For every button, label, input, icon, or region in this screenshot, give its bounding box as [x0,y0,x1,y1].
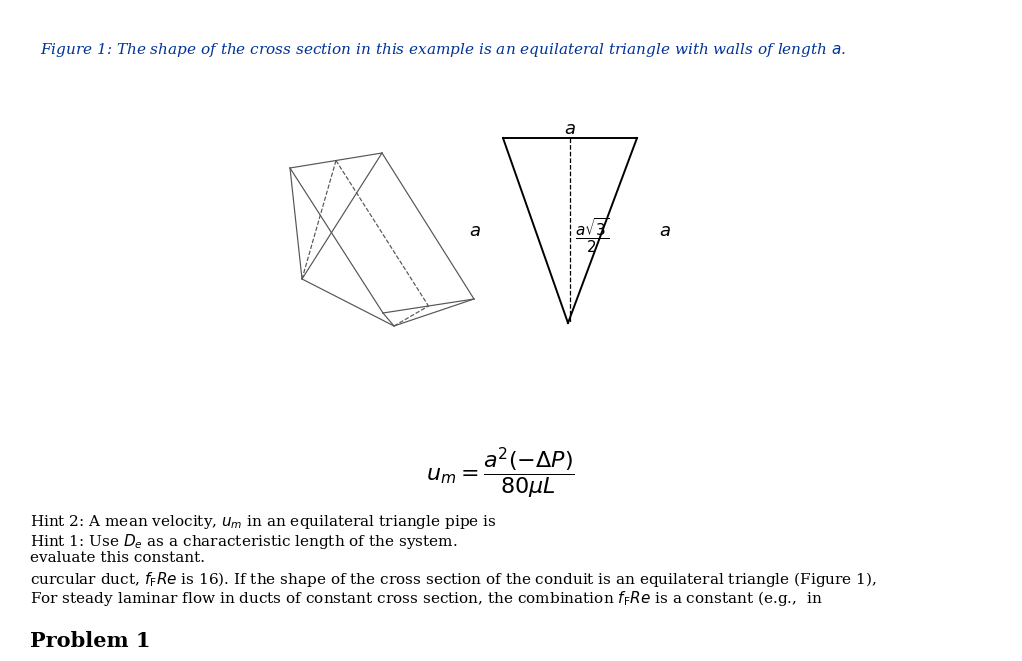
Text: For steady laminar flow in ducts of constant cross section, the combination $f_\: For steady laminar flow in ducts of cons… [30,589,823,608]
Text: Figure 1: The shape of the cross section in this example is an equilateral trian: Figure 1: The shape of the cross section… [40,41,846,59]
Text: Hint 2: A mean velocity, $u_m$ in an equilateral triangle pipe is: Hint 2: A mean velocity, $u_m$ in an equ… [30,513,497,531]
Text: curcular duct, $f_\mathrm{F}Re$ is 16). If the shape of the cross section of the: curcular duct, $f_\mathrm{F}Re$ is 16). … [30,570,877,589]
Text: evaluate this constant.: evaluate this constant. [30,551,205,565]
Text: $a$: $a$ [564,120,576,138]
Text: $u_m = \dfrac{a^2(-\Delta P)}{80\mu L}$: $u_m = \dfrac{a^2(-\Delta P)}{80\mu L}$ [425,446,574,501]
Text: Hint 1: Use $D_e$ as a characteristic length of the system.: Hint 1: Use $D_e$ as a characteristic le… [30,532,458,551]
Text: $a$: $a$ [469,221,481,239]
Text: $\dfrac{a\sqrt{3}}{2}$: $\dfrac{a\sqrt{3}}{2}$ [575,216,609,255]
Text: Problem 1: Problem 1 [30,631,150,651]
Text: $a$: $a$ [659,221,670,239]
